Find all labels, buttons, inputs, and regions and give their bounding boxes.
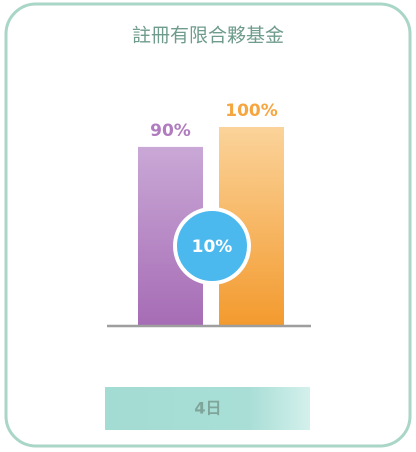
annotation: 10% xyxy=(192,237,233,257)
value-label: 90% xyxy=(150,121,191,141)
value-label: 100% xyxy=(225,101,278,121)
footer-box xyxy=(105,387,310,430)
chart-title: 註冊有限合夥基金 xyxy=(132,25,284,47)
annotation-circle xyxy=(173,207,251,285)
footer-label: 4日 xyxy=(194,399,221,418)
